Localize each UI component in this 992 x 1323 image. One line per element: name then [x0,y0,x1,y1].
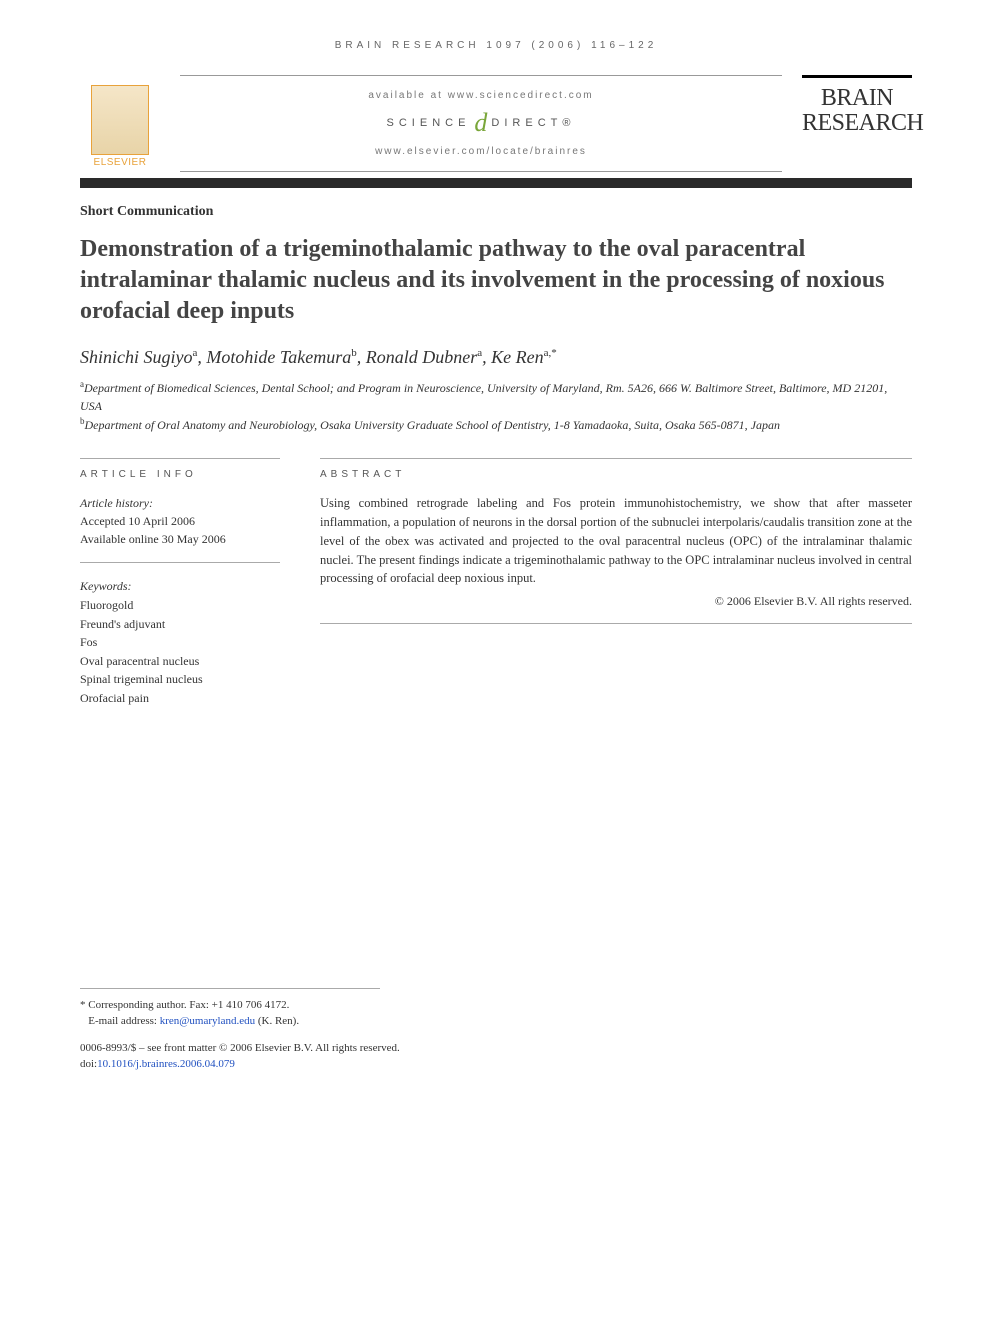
journal-title-line2: RESEARCH [802,111,912,136]
email-line: E-mail address: kren@umaryland.edu (K. R… [80,1013,380,1030]
history-label: Article history: [80,494,280,512]
keyword: Fos [80,633,280,652]
issn-line: 0006-8993/$ – see front matter © 2006 El… [80,1040,912,1057]
running-head: BRAIN RESEARCH 1097 (2006) 116–122 [80,40,912,51]
abstract-heading: ABSTRACT [320,458,912,480]
header-center: available at www.sciencedirect.com SCIEN… [180,75,782,172]
sciencedirect-logo: SCIENCE d DIRECT® [180,113,782,134]
keyword: Oval paracentral nucleus [80,652,280,671]
accepted-date: Accepted 10 April 2006 [80,512,280,530]
sd-right: DIRECT® [491,117,575,129]
keyword: Orofacial pain [80,689,280,708]
article-info-heading: ARTICLE INFO [80,458,280,480]
authors-line: Shinichi Sugiyoa, Motohide Takemurab, Ro… [80,347,912,368]
journal-url: www.elsevier.com/locate/brainres [180,146,782,157]
author: Motohide Takemurab [206,347,356,367]
corresponding-footer: * Corresponding author. Fax: +1 410 706 … [80,988,380,1030]
email-link[interactable]: kren@umaryland.edu [160,1015,255,1027]
article-type: Short Communication [80,204,912,220]
issn-doi-footer: 0006-8993/$ – see front matter © 2006 El… [80,1040,912,1073]
doi-link[interactable]: 10.1016/j.brainres.2006.04.079 [97,1058,235,1070]
divider-bar [80,178,912,188]
article-history: Article history: Accepted 10 April 2006 … [80,494,280,563]
author: Ronald Dubnera [366,347,482,367]
elsevier-tree-icon [91,85,149,155]
affiliations: aDepartment of Biomedical Sciences, Dent… [80,378,912,434]
article-title: Demonstration of a trigeminothalamic pat… [80,234,912,328]
keyword: Fluorogold [80,596,280,615]
corresponding-author: * Corresponding author. Fax: +1 410 706 … [80,997,380,1014]
journal-title-line1: BRAIN [802,86,912,111]
author: Shinichi Sugiyoa [80,347,197,367]
keyword: Spinal trigeminal nucleus [80,670,280,689]
two-column-layout: ARTICLE INFO Article history: Accepted 1… [80,458,912,707]
article-info-column: ARTICLE INFO Article history: Accepted 1… [80,458,280,707]
keyword: Freund's adjuvant [80,615,280,634]
doi-line: doi:10.1016/j.brainres.2006.04.079 [80,1056,912,1073]
sd-left: SCIENCE [387,117,471,129]
affiliation-b: bDepartment of Oral Anatomy and Neurobio… [80,415,912,434]
header-band: ELSEVIER available at www.sciencedirect.… [80,75,912,172]
abstract-column: ABSTRACT Using combined retrograde label… [320,458,912,707]
affiliation-a: aDepartment of Biomedical Sciences, Dent… [80,378,912,415]
journal-logo: BRAIN RESEARCH [802,75,912,172]
publisher-name: ELSEVIER [94,157,147,168]
online-date: Available online 30 May 2006 [80,530,280,548]
keywords-label: Keywords: [80,577,280,596]
author: Ke Rena,* [491,347,557,367]
abstract-text: Using combined retrograde labeling and F… [320,494,912,588]
sd-d-icon: d [474,113,487,134]
available-at-text: available at www.sciencedirect.com [180,90,782,101]
publisher-logo: ELSEVIER [80,75,160,172]
keywords-block: Keywords: Fluorogold Freund's adjuvant F… [80,577,280,707]
abstract-copyright: © 2006 Elsevier B.V. All rights reserved… [320,594,912,624]
